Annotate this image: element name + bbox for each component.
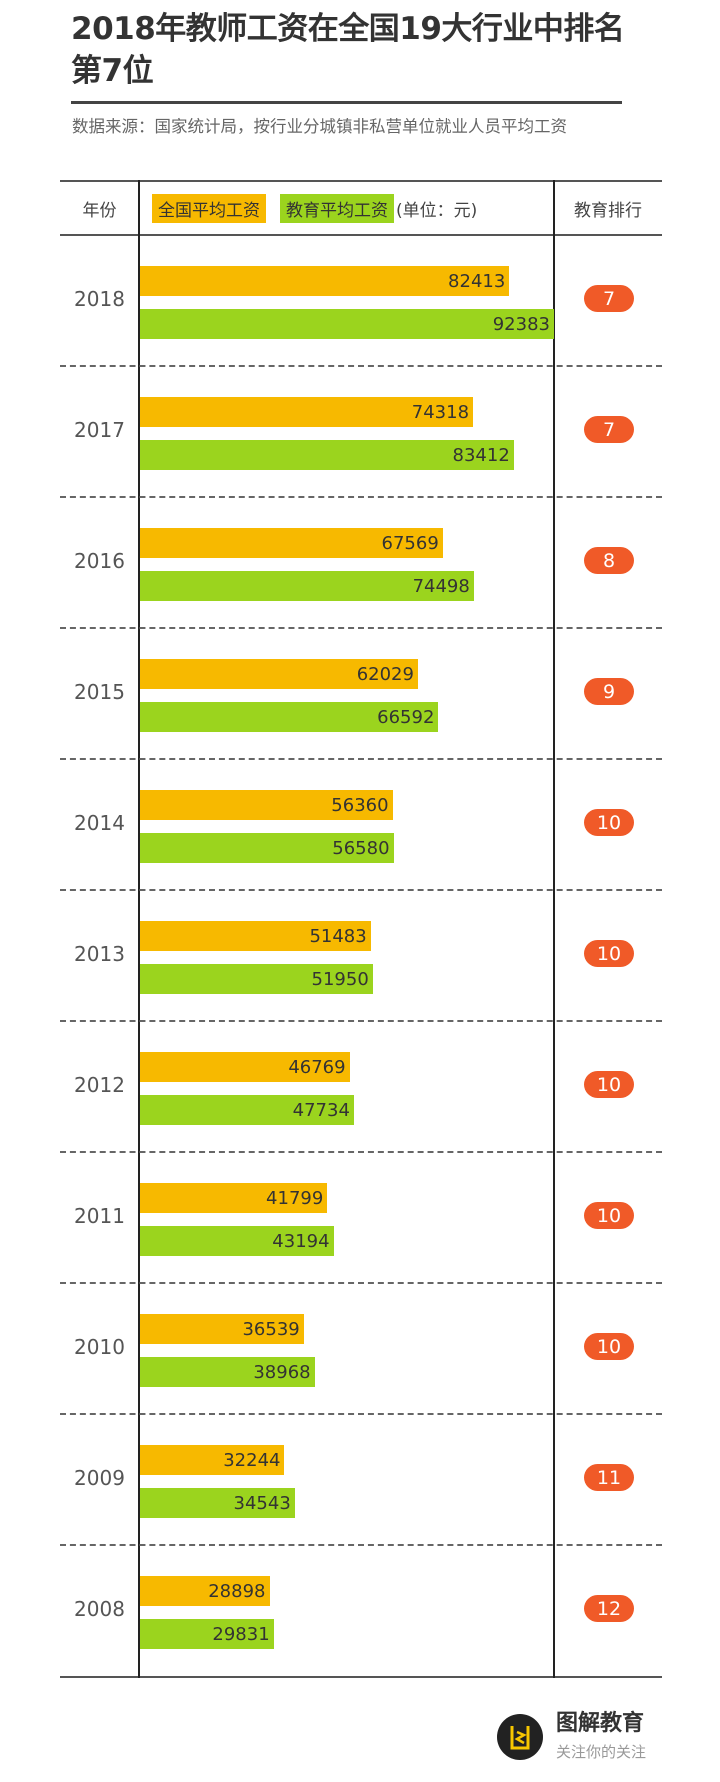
- title-divider: [71, 101, 622, 104]
- bar-education: 51950: [140, 964, 373, 994]
- bar-value-label: 92383: [492, 313, 550, 335]
- legend-national: 全国平均工资: [152, 193, 266, 223]
- row-divider: [60, 496, 662, 498]
- bar-national: 28898: [140, 1576, 270, 1606]
- bar-value-label: 38968: [253, 1361, 311, 1383]
- header-year: 年份: [82, 200, 117, 221]
- year-label: 2017: [74, 418, 125, 442]
- bar-national: 74318: [140, 397, 474, 427]
- bar-national: 41799: [140, 1183, 328, 1213]
- row-divider: [60, 1151, 662, 1153]
- header-legend: 全国平均工资 教育平均工资 (单位：元): [152, 181, 552, 235]
- bar-national: 82413: [140, 266, 510, 296]
- bar-value-label: 62029: [356, 663, 414, 685]
- bar-education: 43194: [140, 1226, 334, 1256]
- year-label: 2014: [74, 811, 125, 835]
- bar-education: 83412: [140, 440, 514, 470]
- bar-value-label: 56360: [331, 794, 389, 816]
- table-top-border: [60, 180, 662, 182]
- row-divider: [60, 627, 662, 629]
- bar-national: 32244: [140, 1445, 285, 1475]
- year-label: 2008: [74, 1597, 125, 1621]
- year-label: 2011: [74, 1204, 125, 1228]
- bar-education: 29831: [140, 1619, 274, 1649]
- bar-value-label: 46769: [288, 1056, 346, 1078]
- rank-badge: 10: [584, 1333, 634, 1360]
- bar-national: 46769: [140, 1052, 350, 1082]
- rank-badge: 10: [584, 809, 634, 836]
- legend-education: 教育平均工资: [280, 193, 394, 223]
- rank-badge: 10: [584, 1202, 634, 1229]
- bar-value-label: 83412: [452, 444, 510, 466]
- year-label: 2016: [74, 549, 125, 573]
- unit-label: (单位：元): [396, 200, 478, 221]
- bar-national: 67569: [140, 528, 443, 558]
- bar-value-label: 56580: [332, 837, 390, 859]
- row-divider: [60, 1020, 662, 1022]
- rank-badge: 8: [584, 547, 634, 574]
- row-divider: [60, 1544, 662, 1546]
- header-bottom-border: [60, 234, 662, 236]
- bar-value-label: 41799: [266, 1187, 324, 1209]
- bar-value-label: 28898: [208, 1580, 266, 1602]
- year-label: 2018: [74, 287, 125, 311]
- bar-value-label: 47734: [292, 1099, 350, 1121]
- row-divider: [60, 1282, 662, 1284]
- bar-education: 74498: [140, 571, 474, 601]
- bar-national: 51483: [140, 921, 371, 951]
- year-label: 2015: [74, 680, 125, 704]
- row-divider: [60, 365, 662, 367]
- bar-value-label: 51483: [309, 925, 367, 947]
- bar-value-label: 43194: [272, 1230, 330, 1252]
- brand-slogan: 关注你的关注: [556, 1743, 647, 1761]
- bar-value-label: 36539: [242, 1318, 300, 1340]
- bar-value-label: 32244: [223, 1449, 281, 1471]
- bar-value-label: 66592: [377, 706, 435, 728]
- year-label: 2010: [74, 1335, 125, 1359]
- bar-education: 56580: [140, 833, 394, 863]
- row-divider: [60, 758, 662, 760]
- column-divider: [138, 180, 140, 1678]
- bar-education: 34543: [140, 1488, 295, 1518]
- rank-badge: 9: [584, 678, 634, 705]
- rank-badge: 11: [584, 1464, 634, 1491]
- year-label: 2009: [74, 1466, 125, 1490]
- year-label: 2012: [74, 1073, 125, 1097]
- bar-value-label: 29831: [212, 1623, 270, 1645]
- row-divider: [60, 1413, 662, 1415]
- brand-name: 图解教育: [556, 1711, 645, 1736]
- column-divider: [553, 180, 555, 1678]
- rank-badge: 12: [584, 1595, 634, 1622]
- page-title: 2018年教师工资在全国19大行业中排名第7位: [71, 11, 625, 89]
- bar-national: 62029: [140, 659, 418, 689]
- bar-value-label: 74498: [412, 575, 470, 597]
- data-source: 数据来源：国家统计局，按行业分城镇非私营单位就业人员平均工资: [72, 117, 567, 136]
- year-label: 2013: [74, 942, 125, 966]
- bar-value-label: 74318: [411, 401, 470, 423]
- bar-value-label: 34543: [233, 1492, 291, 1514]
- bar-national: 36539: [140, 1314, 304, 1344]
- bar-value-label: 67569: [381, 532, 439, 554]
- bar-education: 38968: [140, 1357, 315, 1387]
- bar-education: 66592: [140, 702, 439, 732]
- rank-badge: 10: [584, 940, 634, 967]
- row-divider: [60, 889, 662, 891]
- bar-national: 56360: [140, 790, 393, 820]
- rank-badge: 7: [584, 285, 634, 312]
- bar-value-label: 82413: [448, 270, 506, 292]
- bar-education: 92383: [140, 309, 554, 339]
- tujie-logo-icon: [497, 1714, 543, 1760]
- rank-badge: 10: [584, 1071, 634, 1098]
- bar-education: 47734: [140, 1095, 354, 1125]
- header-rank: 教育排行: [574, 200, 642, 221]
- bar-value-label: 51950: [311, 968, 369, 990]
- rank-badge: 7: [584, 416, 634, 443]
- table-bottom-border: [60, 1676, 662, 1678]
